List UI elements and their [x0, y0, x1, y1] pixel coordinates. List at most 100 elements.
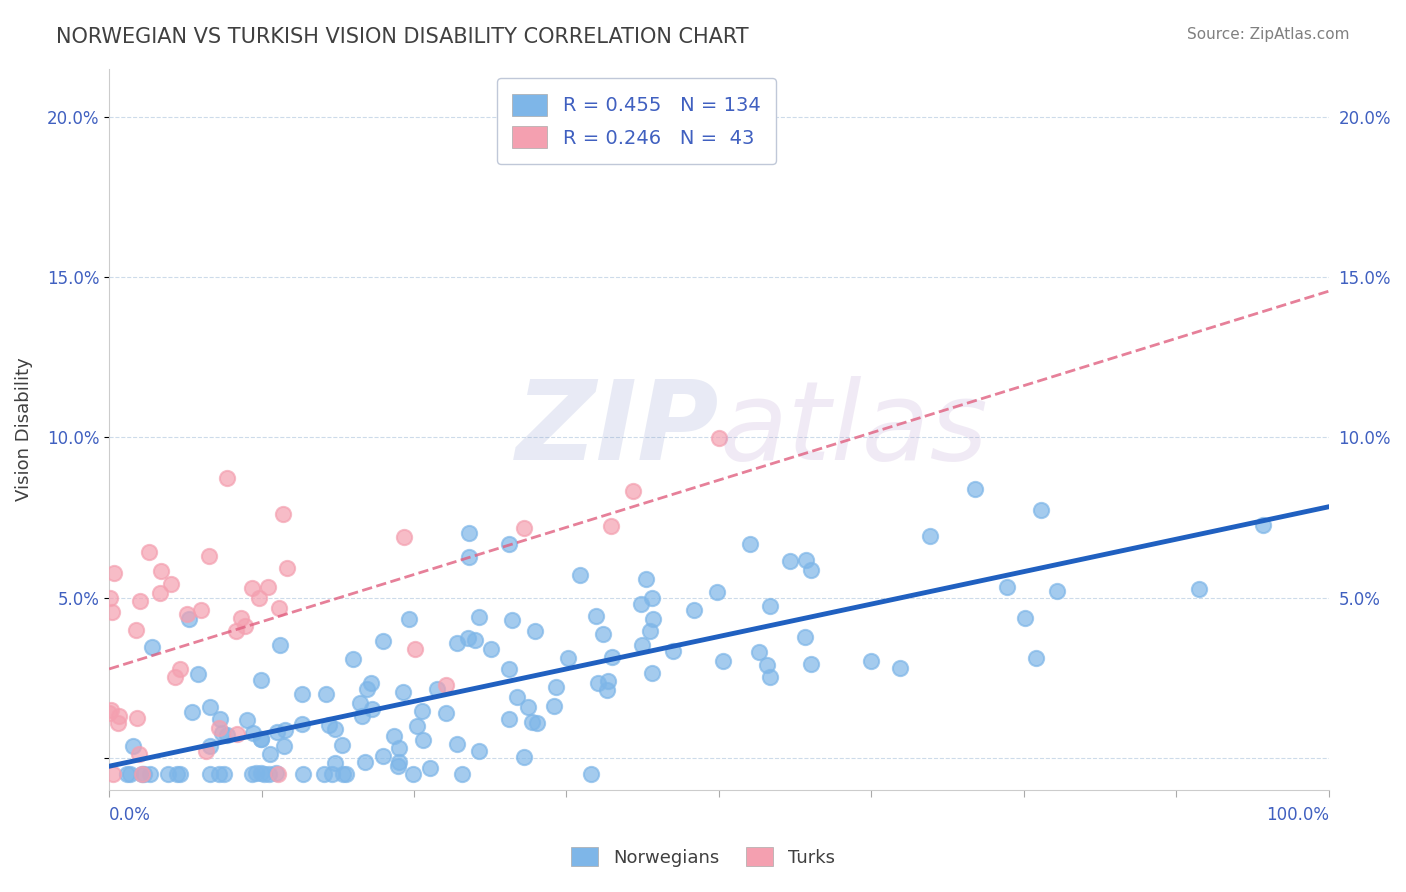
- Point: [200, 767, 222, 781]
- Point: [128, 747, 150, 761]
- Point: [569, 568, 592, 582]
- Point: [349, 696, 371, 710]
- Text: 100.0%: 100.0%: [1265, 806, 1329, 824]
- Point: [707, 431, 730, 445]
- Point: [506, 690, 529, 704]
- Point: [166, 767, 188, 781]
- Point: [585, 609, 607, 624]
- Point: [602, 650, 624, 665]
- Point: [122, 739, 145, 753]
- Point: [273, 723, 295, 737]
- Point: [190, 603, 212, 617]
- Point: [411, 705, 433, 719]
- Point: [513, 521, 536, 535]
- Point: [1029, 503, 1052, 517]
- Point: [291, 687, 314, 701]
- Point: [335, 767, 357, 781]
- Point: [187, 666, 209, 681]
- Point: [621, 483, 644, 498]
- Point: [271, 507, 294, 521]
- Point: [426, 681, 449, 696]
- Point: [267, 767, 290, 781]
- Point: [634, 572, 657, 586]
- Point: [360, 676, 382, 690]
- Point: [793, 630, 815, 644]
- Point: [860, 654, 883, 668]
- Point: [127, 711, 149, 725]
- Point: [738, 537, 761, 551]
- Text: atlas: atlas: [718, 376, 987, 483]
- Point: [479, 642, 502, 657]
- Point: [356, 681, 378, 696]
- Point: [498, 712, 520, 726]
- Point: [546, 680, 568, 694]
- Point: [371, 634, 394, 648]
- Point: [132, 767, 155, 781]
- Point: [101, 767, 124, 781]
- Point: [169, 662, 191, 676]
- Point: [920, 529, 942, 543]
- Point: [259, 747, 281, 761]
- Point: [446, 737, 468, 751]
- Point: [139, 767, 162, 781]
- Point: [226, 726, 249, 740]
- Point: [360, 702, 382, 716]
- Point: [517, 700, 540, 714]
- Point: [630, 597, 652, 611]
- Point: [800, 657, 823, 672]
- Point: [638, 624, 661, 638]
- Point: [595, 682, 617, 697]
- Point: [98, 591, 121, 605]
- Point: [588, 675, 610, 690]
- Point: [388, 741, 411, 756]
- Point: [596, 674, 619, 689]
- Point: [388, 755, 411, 769]
- Point: [392, 531, 415, 545]
- Point: [963, 483, 986, 497]
- Point: [131, 767, 153, 781]
- Point: [419, 761, 441, 775]
- Point: [165, 670, 187, 684]
- Point: [214, 767, 236, 781]
- Point: [247, 591, 270, 605]
- Point: [458, 526, 481, 541]
- Point: [398, 612, 420, 626]
- Point: [225, 624, 247, 638]
- Point: [267, 600, 290, 615]
- Point: [706, 585, 728, 599]
- Point: [321, 767, 343, 781]
- Point: [600, 519, 623, 533]
- Point: [240, 767, 263, 781]
- Point: [118, 767, 141, 781]
- Point: [382, 729, 405, 743]
- Point: [592, 627, 614, 641]
- Point: [995, 581, 1018, 595]
- Point: [231, 611, 253, 625]
- Point: [240, 581, 263, 595]
- Point: [748, 645, 770, 659]
- Point: [273, 739, 295, 753]
- Point: [208, 722, 231, 736]
- Point: [269, 638, 291, 652]
- Text: 0.0%: 0.0%: [110, 806, 150, 824]
- Point: [498, 537, 520, 551]
- Point: [543, 699, 565, 714]
- Point: [758, 599, 780, 613]
- Point: [755, 658, 778, 673]
- Point: [889, 661, 911, 675]
- Point: [266, 725, 288, 739]
- Point: [150, 564, 173, 578]
- Point: [405, 719, 427, 733]
- Point: [315, 687, 337, 701]
- Point: [330, 738, 353, 752]
- Point: [108, 709, 131, 723]
- Point: [682, 602, 704, 616]
- Point: [318, 718, 340, 732]
- Point: [211, 726, 233, 740]
- Point: [350, 709, 373, 723]
- Text: ZIP: ZIP: [516, 376, 718, 483]
- Point: [198, 700, 221, 714]
- Point: [662, 644, 685, 658]
- Point: [197, 549, 219, 563]
- Point: [794, 553, 817, 567]
